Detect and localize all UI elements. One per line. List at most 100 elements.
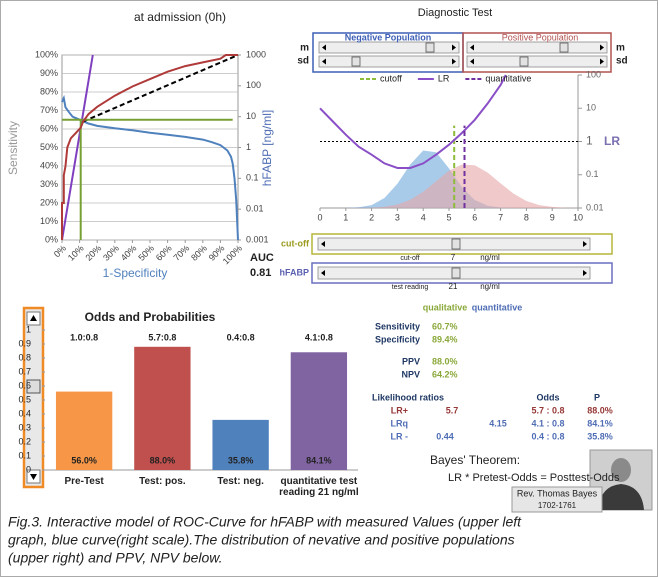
- slider-thumb[interactable]: [426, 43, 434, 52]
- bayes-title: Bayes' Theorem:: [430, 453, 520, 467]
- y-tick-label: 0.7: [18, 366, 31, 376]
- legend-label: cutoff: [380, 73, 402, 83]
- y-tick-label: 0.2: [18, 436, 31, 446]
- measure-label: Specificity: [375, 334, 420, 344]
- y-tick-label: 100%: [35, 49, 58, 59]
- bar: [291, 352, 347, 470]
- lr-qualitative: 0.44: [436, 431, 454, 441]
- lr-label: LR+: [391, 405, 408, 415]
- lr-title: Likelihood ratios: [372, 392, 444, 402]
- slider[interactable]: [467, 42, 607, 53]
- bar: [134, 347, 190, 470]
- y2-tick-label: 1000: [246, 49, 266, 59]
- y-tick-label: 100: [586, 69, 601, 79]
- bayes-formula: LR * Pretest-Odds = Posttest-Odds: [448, 472, 620, 484]
- legend-label: LR: [438, 73, 450, 83]
- y-tick-label: 0.9: [18, 338, 31, 348]
- caption-line: Fig.3. Interactive model of ROC-Curve fo…: [8, 514, 522, 530]
- y-tick-label: 0.4: [18, 408, 31, 418]
- x-tick-label: 3: [395, 212, 400, 222]
- slider-label: cut-off: [281, 238, 310, 248]
- y-tick-label: 0.1: [18, 450, 31, 460]
- slider-thumb[interactable]: [452, 239, 460, 249]
- slider[interactable]: [319, 56, 459, 67]
- bayes-years: 1702-1761: [538, 501, 577, 510]
- caption-line: (upper right) and PPV, NPV below.: [8, 550, 223, 566]
- lr-probability: 84.1%: [587, 418, 613, 428]
- slider-value: 7: [451, 253, 456, 262]
- y-tick-label: 0.01: [586, 202, 604, 212]
- slider-thumb[interactable]: [352, 57, 360, 66]
- chart-title: Odds and Probabilities: [85, 310, 216, 324]
- column-header: quantitative: [472, 302, 523, 312]
- slider-label: hFABP: [279, 267, 309, 277]
- bar-annotation: 4.1:0.8: [305, 332, 333, 342]
- y-tick-label: 1: [26, 324, 31, 334]
- y2-tick-label: 1: [246, 142, 251, 152]
- x-tick-label: 1: [343, 212, 348, 222]
- y-axis-label: LR: [604, 134, 620, 148]
- legend-label: quantitative: [485, 73, 531, 83]
- slider-caption: cut-off: [400, 255, 419, 262]
- x-tick-label: 5: [446, 212, 451, 222]
- y-tick-label: 0%: [45, 234, 58, 244]
- y-tick-label: 10%: [40, 216, 58, 226]
- slider-unit: ng/ml: [480, 253, 500, 262]
- y-tick-label: 0.6: [18, 380, 31, 390]
- parameter-label: sd: [616, 56, 628, 67]
- measure-value: 88.0%: [432, 356, 458, 366]
- x-axis-label: 1-Specificity: [103, 266, 168, 280]
- y2-tick-label: 100: [246, 80, 261, 90]
- population-label: Positive Population: [502, 32, 579, 42]
- value-label: 56.0%: [71, 455, 97, 465]
- lr-probability: 35.8%: [587, 431, 613, 441]
- lr-odds: 0.4 : 0.8: [531, 431, 564, 441]
- y2-axis-label: hFABP [ng/ml]: [260, 110, 274, 186]
- value-label: 88.0%: [150, 455, 176, 465]
- y-tick-label: 0: [26, 464, 31, 474]
- slider-thumb[interactable]: [452, 268, 460, 278]
- y2-tick-label: 0.001: [246, 234, 269, 244]
- x-tick-label: 7: [498, 212, 503, 222]
- y-tick-label: 0.3: [18, 422, 31, 432]
- x-tick-label: 4: [421, 212, 426, 222]
- lr-label: LRq: [391, 418, 409, 428]
- bar-annotation: 0.4:0.8: [227, 332, 255, 342]
- x-tick-label: Test: pos.: [122, 476, 202, 487]
- x-tick-label: 8: [524, 212, 529, 222]
- chart-title: at admission (0h): [134, 10, 226, 24]
- slider[interactable]: [467, 56, 607, 67]
- y-tick-label: 10: [586, 103, 596, 113]
- y-tick-label: 0.5: [18, 394, 31, 404]
- lr-quantitative: 4.15: [489, 418, 507, 428]
- measure-label: Sensitivity: [375, 321, 420, 331]
- x-tick-label: 0: [317, 212, 322, 222]
- slider-caption: test reading: [392, 284, 429, 291]
- x-tick-label: Test: neg.: [201, 476, 281, 487]
- value-label: 35.8%: [228, 455, 254, 465]
- x-tick-label: Pre-Test: [44, 476, 124, 487]
- auc-value: 0.81: [250, 267, 271, 279]
- slider-thumb[interactable]: [520, 57, 528, 66]
- lr-label: LR -: [391, 431, 409, 441]
- y-axis-label: Sensitivity: [6, 121, 20, 175]
- slider-unit: ng/ml: [480, 282, 500, 291]
- chart-title: Diagnostic Test: [418, 7, 492, 19]
- x-tick-label: 2: [369, 212, 374, 222]
- auc-label: AUC: [250, 252, 274, 264]
- measure-value: 60.7%: [432, 321, 458, 331]
- lr-qualitative: 5.7: [446, 405, 459, 415]
- caption-line: graph, blue curve(right scale).The distr…: [8, 532, 515, 548]
- lr-probability: 88.0%: [587, 405, 613, 415]
- parameter-label: m: [300, 43, 309, 54]
- column-header: qualitative: [423, 302, 468, 312]
- slider-thumb[interactable]: [560, 43, 568, 52]
- measure-value: 89.4%: [432, 334, 458, 344]
- y-tick-label: 0.8: [18, 352, 31, 362]
- value-label: 84.1%: [306, 455, 332, 465]
- x-tick-label: 10: [573, 212, 583, 222]
- x-tick-label: 9: [550, 212, 555, 222]
- lr-header: Odds: [536, 392, 559, 402]
- slider[interactable]: [319, 42, 459, 53]
- y-tick-label: 0.1: [586, 169, 599, 179]
